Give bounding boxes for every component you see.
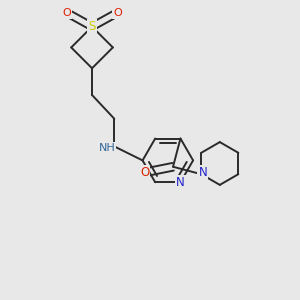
Text: O: O (113, 8, 122, 18)
Text: NH: NH (98, 143, 115, 153)
Text: N: N (198, 166, 207, 179)
Text: O: O (140, 166, 149, 178)
Text: N: N (176, 176, 185, 189)
Text: S: S (88, 20, 96, 33)
Text: O: O (62, 8, 71, 18)
